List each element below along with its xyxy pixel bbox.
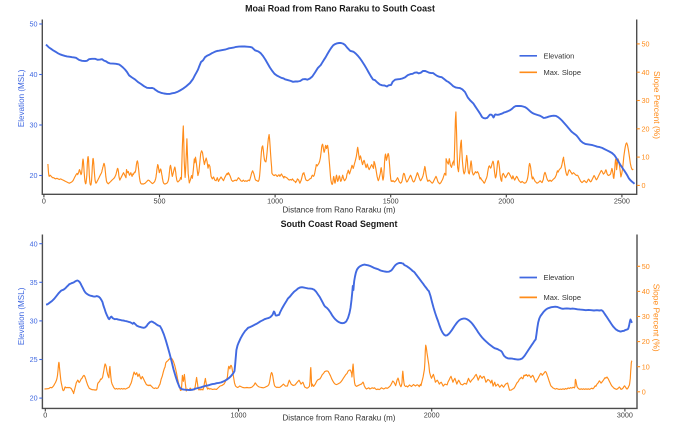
svg-text:30: 30 — [642, 96, 650, 105]
svg-text:Distance from Rano Raraku (m): Distance from Rano Raraku (m) — [283, 206, 396, 215]
svg-text:40: 40 — [642, 68, 650, 77]
svg-text:2000: 2000 — [424, 410, 440, 419]
svg-text:500: 500 — [154, 196, 166, 205]
svg-text:30: 30 — [30, 317, 38, 326]
svg-text:20: 20 — [30, 394, 38, 403]
svg-text:50: 50 — [642, 262, 650, 271]
svg-text:Elevation (MSL): Elevation (MSL) — [17, 287, 26, 345]
svg-text:10: 10 — [642, 362, 650, 371]
svg-text:0: 0 — [43, 410, 47, 419]
svg-text:Elevation: Elevation — [544, 51, 575, 60]
svg-text:20: 20 — [642, 337, 650, 346]
svg-text:0: 0 — [642, 181, 646, 190]
svg-text:40: 40 — [30, 70, 38, 79]
svg-text:Max. Slope: Max. Slope — [544, 293, 582, 302]
svg-text:30: 30 — [642, 312, 650, 321]
svg-text:35: 35 — [30, 278, 38, 287]
svg-text:South Coast Road Segment: South Coast Road Segment — [281, 219, 398, 229]
svg-text:40: 40 — [30, 239, 38, 248]
svg-text:1500: 1500 — [383, 196, 399, 205]
svg-text:3000: 3000 — [617, 410, 633, 419]
svg-text:1000: 1000 — [267, 196, 283, 205]
svg-text:2500: 2500 — [614, 196, 630, 205]
svg-text:Elevation: Elevation — [544, 273, 575, 282]
svg-text:20: 20 — [642, 124, 650, 133]
svg-text:Moai Road from Rano Raraku to: Moai Road from Rano Raraku to South Coas… — [245, 3, 435, 13]
svg-text:2000: 2000 — [498, 196, 514, 205]
svg-text:Slope Percent (%): Slope Percent (%) — [652, 284, 662, 352]
svg-text:25: 25 — [30, 355, 38, 364]
svg-text:30: 30 — [30, 121, 38, 130]
svg-text:0: 0 — [642, 387, 646, 396]
svg-text:Max. Slope: Max. Slope — [544, 68, 582, 77]
svg-text:10: 10 — [642, 153, 650, 162]
svg-text:1000: 1000 — [231, 410, 247, 419]
svg-text:20: 20 — [30, 171, 38, 180]
svg-text:Distance from Rano Raraku (m): Distance from Rano Raraku (m) — [283, 413, 396, 422]
svg-text:0: 0 — [42, 196, 46, 205]
svg-text:50: 50 — [30, 20, 38, 29]
svg-text:Elevation (MSL): Elevation (MSL) — [17, 69, 26, 127]
svg-text:50: 50 — [642, 40, 650, 49]
svg-text:40: 40 — [642, 287, 650, 296]
svg-text:Slope Percent (%): Slope Percent (%) — [652, 71, 662, 139]
